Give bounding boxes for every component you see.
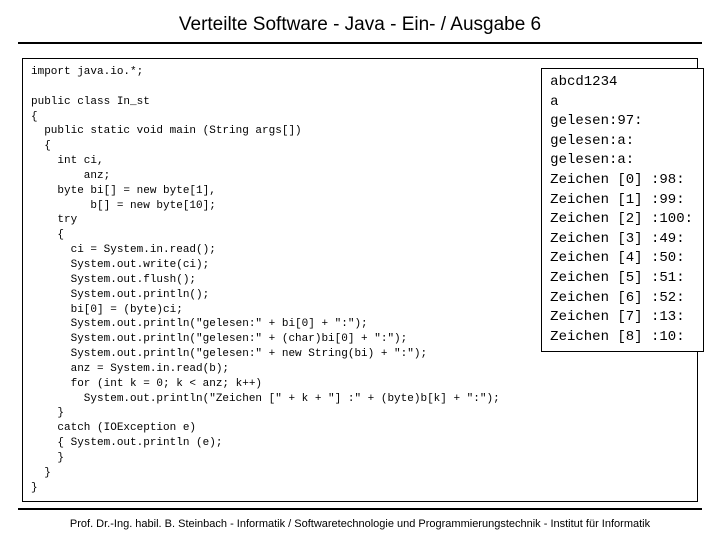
content-area: import java.io.*; public class In_st { p… xyxy=(22,58,698,502)
title-underline xyxy=(18,42,702,44)
footer-text: Prof. Dr.-Ing. habil. B. Steinbach - Inf… xyxy=(0,518,720,530)
page-title: Verteilte Software - Java - Ein- / Ausga… xyxy=(0,0,720,42)
output-box: abcd1234 a gelesen:97: gelesen:a: gelese… xyxy=(541,68,704,352)
footer-line xyxy=(18,508,702,510)
